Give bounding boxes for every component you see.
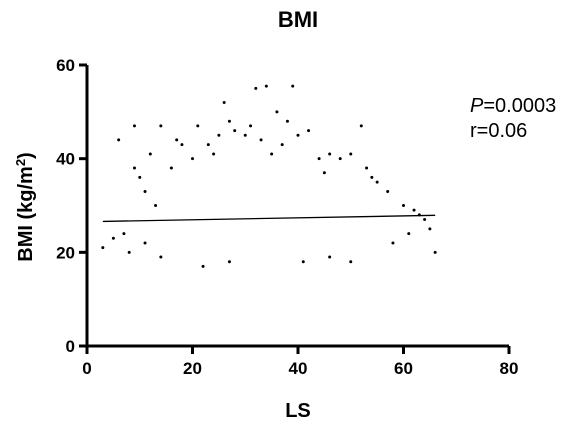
- data-point: [270, 152, 274, 156]
- data-point: [122, 232, 126, 236]
- data-point: [375, 180, 379, 184]
- x-axis-label: LS: [285, 400, 311, 422]
- data-point: [227, 119, 231, 123]
- data-point: [201, 264, 205, 268]
- y-tick-label: 0: [66, 337, 75, 356]
- x-tick-label: 40: [289, 359, 308, 378]
- data-point: [391, 241, 395, 245]
- data-point: [433, 250, 437, 254]
- data-point: [101, 246, 105, 250]
- data-point: [365, 166, 369, 170]
- data-point: [370, 175, 374, 179]
- data-point: [285, 119, 289, 123]
- data-point: [196, 124, 200, 128]
- data-point: [307, 129, 311, 133]
- y-tick-label: 40: [56, 150, 75, 169]
- y-axis-label-base: BMI (kg/m: [15, 166, 37, 262]
- data-point: [301, 260, 305, 264]
- data-point: [328, 255, 332, 259]
- data-point: [217, 133, 221, 137]
- data-point: [296, 133, 300, 137]
- x-tick-label: 20: [183, 359, 202, 378]
- data-point: [227, 260, 231, 264]
- x-tick-label: 60: [394, 359, 413, 378]
- data-point: [222, 100, 226, 104]
- data-point: [132, 166, 136, 170]
- y-axis-label-sup: 2: [13, 159, 28, 166]
- p-label: P: [470, 95, 484, 117]
- data-point: [191, 157, 194, 161]
- data-point: [180, 143, 184, 147]
- y-ticks: 0 20 40 60: [56, 56, 87, 356]
- data-point: [412, 208, 416, 212]
- data-point: [212, 152, 216, 156]
- data-point: [249, 124, 253, 128]
- data-point: [154, 204, 158, 207]
- y-tick-label: 20: [56, 243, 75, 262]
- x-tick-label: 0: [82, 359, 91, 378]
- data-point: [338, 157, 342, 161]
- regression-line: [102, 214, 436, 223]
- data-point: [322, 171, 326, 175]
- x-ticks: 0 20 40 60 80: [82, 346, 518, 378]
- axes: [85, 65, 509, 348]
- p-value-annotation: P=0.0003: [470, 95, 556, 117]
- y-axis-label-end: ): [15, 152, 37, 159]
- data-point: [117, 138, 121, 142]
- data-point: [275, 110, 279, 114]
- data-point: [423, 218, 427, 222]
- data-point: [402, 204, 405, 207]
- data-point: [143, 189, 147, 193]
- data-point: [148, 152, 152, 156]
- regression-line-group: [102, 214, 436, 223]
- data-point: [254, 86, 258, 90]
- data-point: [349, 260, 353, 264]
- data-point: [159, 255, 163, 259]
- data-point: [428, 227, 432, 231]
- data-point: [349, 152, 353, 156]
- svg-text:BMI (kg/m2): BMI (kg/m2): [13, 152, 38, 261]
- data-point: [264, 84, 268, 88]
- data-point: [317, 157, 321, 161]
- data-point: [280, 143, 284, 147]
- data-point: [233, 129, 237, 133]
- data-point: [175, 138, 179, 142]
- x-tick-label: 80: [500, 359, 519, 378]
- data-point: [243, 133, 247, 137]
- data-point: [291, 84, 295, 88]
- p-value: =0.0003: [483, 95, 556, 117]
- chart-title: BMI: [278, 7, 318, 32]
- data-point: [132, 124, 136, 128]
- data-point: [259, 138, 263, 142]
- r-value-annotation: r=0.06: [470, 120, 527, 142]
- data-point: [138, 175, 142, 179]
- data-point: [127, 250, 131, 254]
- y-axis-label: BMI (kg/m2): [13, 152, 38, 261]
- data-point: [159, 124, 163, 128]
- data-point: [111, 236, 115, 240]
- data-points: [101, 84, 437, 268]
- data-point: [143, 241, 147, 245]
- data-point: [407, 232, 411, 236]
- data-point: [328, 152, 332, 156]
- data-point: [206, 143, 210, 147]
- data-point: [359, 124, 363, 128]
- y-tick-label: 60: [56, 56, 75, 75]
- data-point: [386, 189, 390, 193]
- data-point: [169, 166, 173, 170]
